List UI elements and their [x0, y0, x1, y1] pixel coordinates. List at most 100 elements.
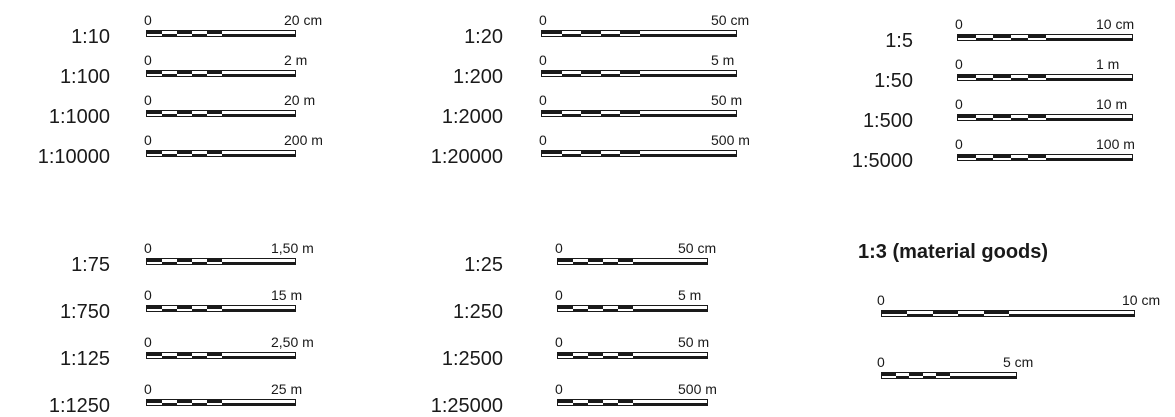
- scale-bar-segment: [983, 311, 1009, 316]
- scale-ratio-label: 1:100: [59, 66, 110, 88]
- scale-ratio-label: 1:200: [452, 66, 503, 88]
- scale-zero-label: 0: [539, 52, 547, 68]
- scale-bar-segment: [1045, 115, 1132, 120]
- scale-end-label: 200 m: [284, 132, 323, 148]
- scale-bar-graphic: [557, 352, 708, 359]
- scale-end-label: 1 m: [1096, 56, 1120, 72]
- scale-bar-segment: [162, 111, 177, 116]
- scale-ratio-label: 1:25000: [430, 395, 503, 417]
- scale-ratio-label: 1:250: [452, 301, 503, 323]
- scale-bar-segment: [1028, 155, 1046, 160]
- scale-end-label: 15 m: [271, 287, 303, 303]
- scale-bar-segment: [603, 306, 619, 311]
- scale-bar-segment: [1045, 155, 1132, 160]
- scale-bar-segment: [192, 111, 207, 116]
- scale-bar-graphic: [957, 34, 1133, 41]
- scale-bar-segment: [207, 306, 222, 311]
- scale-end-label: 5 cm: [1003, 354, 1034, 370]
- scale-bar-segment: [177, 259, 192, 264]
- scale-bar-segment: [177, 71, 192, 76]
- scale-bar-segment: [177, 400, 192, 405]
- scale-ratio-label: 1:2000: [441, 106, 503, 128]
- scale-bar-segment: [618, 400, 634, 405]
- scale-bar-segment: [588, 353, 604, 358]
- scale-bar-graphic: [146, 150, 296, 157]
- scale-bar-graphic: [557, 399, 708, 406]
- scale-bar-segment: [561, 31, 582, 36]
- scale-bar-segment: [600, 31, 621, 36]
- scale-bar-segment: [620, 111, 640, 116]
- scale-bar-segment: [907, 311, 933, 316]
- scale-ratio-label: 1:750: [59, 301, 110, 323]
- scale-bar-graphic: [541, 150, 737, 157]
- scale-bar-graphic: [541, 30, 737, 37]
- scale-bar-segment: [958, 75, 976, 80]
- scale-end-label: 2 m: [284, 52, 308, 68]
- scale-zero-label: 0: [877, 292, 885, 308]
- scale-bar-segment: [1008, 311, 1134, 316]
- scale-bar-segment: [958, 155, 976, 160]
- scale-end-label: 5 m: [678, 287, 702, 303]
- scale-bar-segment: [147, 151, 162, 156]
- scale-bar-segment: [639, 71, 736, 76]
- scale-bar-segment: [603, 400, 619, 405]
- scale-bar-segment: [581, 111, 601, 116]
- scale-bar-segment: [222, 353, 295, 358]
- scale-bar-segment: [618, 259, 634, 264]
- scale-bar-segment: [222, 71, 295, 76]
- scale-bar-segment: [561, 111, 582, 116]
- scale-bar-graphic: [957, 114, 1133, 121]
- scale-bar-graphic: [957, 74, 1133, 81]
- scale-bar-segment: [542, 31, 562, 36]
- scale-bar-segment: [993, 75, 1011, 80]
- scale-end-label: 100 m: [1096, 136, 1135, 152]
- scale-bar-segment: [207, 31, 222, 36]
- scale-bar-graphic: [146, 30, 296, 37]
- scale-bar-segment: [1045, 35, 1132, 40]
- scale-bar-segment: [162, 306, 177, 311]
- scale-end-label: 20 cm: [284, 12, 323, 28]
- scale-bar-segment: [882, 373, 896, 378]
- scale-bar-segment: [603, 353, 619, 358]
- scale-bar-segment: [207, 259, 222, 264]
- scale-bar-segment: [207, 151, 222, 156]
- scale-bar-segment: [147, 400, 162, 405]
- scale-ratio-label: 1:125: [59, 348, 110, 370]
- scale-bar-segment: [639, 111, 736, 116]
- scale-bar-segment: [1010, 35, 1029, 40]
- scale-bar-graphic: [557, 305, 708, 312]
- scale-zero-label: 0: [144, 240, 152, 256]
- scale-bar-segment: [588, 306, 604, 311]
- scale-bar-segment: [561, 151, 582, 156]
- scale-bar-graphic: [541, 70, 737, 77]
- scale-bar-segment: [975, 35, 994, 40]
- scale-end-label: 50 m: [711, 92, 743, 108]
- scale-bar-graphic: [146, 399, 296, 406]
- scale-ratio-label: 1:5000: [851, 150, 913, 172]
- scale-bar-segment: [147, 306, 162, 311]
- scale-bar-segment: [1028, 115, 1046, 120]
- scale-bar-segment: [1010, 75, 1029, 80]
- scale-bar-segment: [600, 111, 621, 116]
- scale-bar-segment: [542, 111, 562, 116]
- scale-bar-segment: [192, 306, 207, 311]
- scale-bar-segment: [207, 400, 222, 405]
- scale-bar-segment: [895, 373, 910, 378]
- scale-end-label: 10 cm: [1122, 292, 1161, 308]
- scale-ratio-label: 1:2500: [441, 348, 503, 370]
- scale-bar-segment: [147, 259, 162, 264]
- scale-bar-segment: [147, 71, 162, 76]
- scale-end-label: 50 m: [678, 334, 710, 350]
- scale-ratio-label: 1:50: [874, 70, 913, 92]
- scale-zero-label: 0: [955, 56, 963, 72]
- scale-bar-segment: [162, 31, 177, 36]
- scale-bar-segment: [558, 353, 574, 358]
- scale-bar-segment: [1010, 115, 1029, 120]
- scale-bar-segment: [618, 306, 634, 311]
- scale-bar-segment: [222, 259, 295, 264]
- scale-bar-segment: [542, 151, 562, 156]
- scale-bar-segment: [581, 151, 601, 156]
- scale-end-label: 500 m: [678, 381, 717, 397]
- scale-bar-segment: [207, 71, 222, 76]
- scale-bar-segment: [162, 71, 177, 76]
